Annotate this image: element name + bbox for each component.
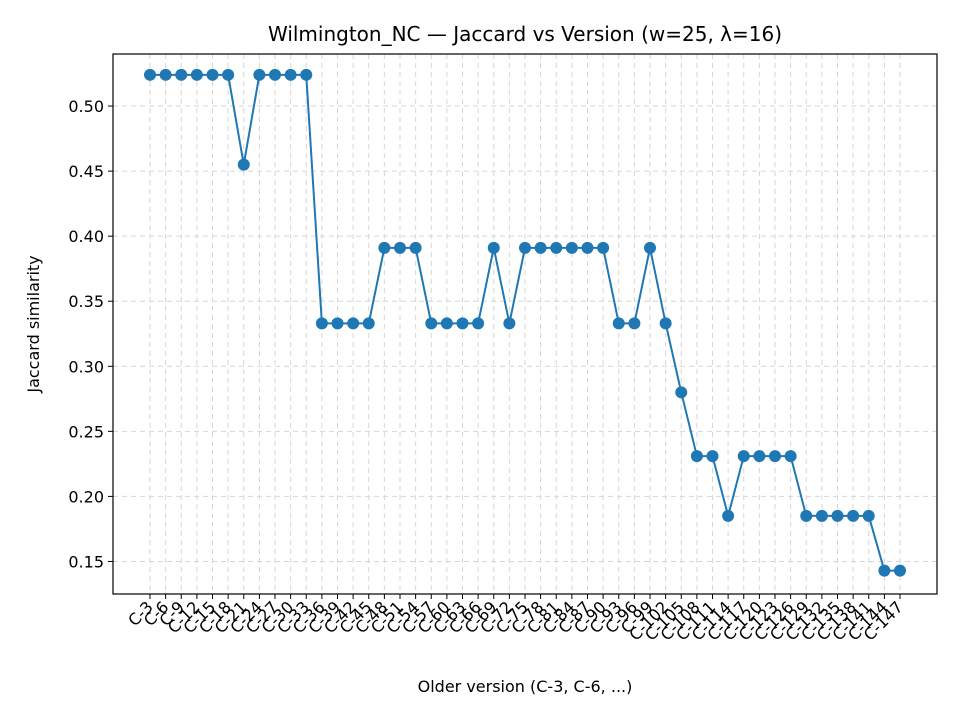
data-point: [831, 509, 844, 522]
y-tick-label: 0.25: [68, 422, 104, 441]
y-axis: 0.15 0.20 0.25 0.30 0.35 0.40 0.45 0.50: [68, 97, 113, 571]
data-point: [409, 241, 422, 254]
data-point: [394, 241, 406, 254]
data-point: [503, 317, 516, 330]
data-point: [456, 317, 469, 330]
data-point: [878, 564, 891, 577]
y-tick-label: 0.35: [68, 292, 104, 311]
data-point: [347, 317, 360, 330]
data-point: [534, 241, 547, 254]
data-point: [440, 317, 453, 330]
data-point: [253, 68, 266, 81]
data-point: [222, 68, 235, 81]
y-tick-label: 0.15: [68, 552, 104, 571]
data-point: [815, 509, 828, 522]
data-point: [706, 450, 719, 463]
data-point: [206, 68, 219, 81]
data-point: [847, 509, 860, 522]
data-point: [159, 68, 172, 81]
data-point: [862, 509, 875, 522]
data-point: [472, 317, 485, 330]
data-point: [362, 317, 375, 330]
data-point: [690, 450, 703, 463]
data-point: [675, 386, 688, 399]
data-point: [784, 450, 797, 463]
data-point: [550, 241, 563, 254]
data-point: [769, 450, 781, 463]
data-point: [722, 509, 735, 522]
data-point: [644, 241, 656, 254]
data-point: [737, 450, 750, 463]
data-point: [315, 317, 328, 330]
chart-title: Wilmington_NC — Jaccard vs Version (w=25…: [268, 22, 782, 46]
data-point: [597, 241, 610, 254]
data-point: [800, 509, 813, 522]
data-point: [425, 317, 438, 330]
data-point: [581, 241, 594, 254]
y-tick-label: 0.30: [68, 357, 104, 376]
x-axis-label: Older version (C-3, C-6, ...): [418, 677, 633, 696]
data-point: [300, 68, 313, 81]
y-tick-label: 0.50: [68, 97, 104, 116]
data-point: [894, 564, 906, 577]
data-point: [565, 241, 578, 254]
y-tick-label: 0.45: [68, 162, 104, 181]
data-point: [659, 317, 672, 330]
grid: [113, 54, 937, 594]
data-point: [175, 68, 188, 81]
data-point: [628, 317, 641, 330]
data-point: [378, 241, 391, 254]
data-point: [144, 68, 156, 81]
data-point: [284, 68, 297, 81]
y-axis-label: Jaccard similarity: [24, 255, 43, 393]
data-point: [331, 317, 344, 330]
data-point: [190, 68, 203, 81]
y-tick-label: 0.20: [68, 487, 104, 506]
data-point: [269, 68, 281, 81]
data-point: [753, 450, 766, 463]
data-point: [612, 317, 625, 330]
x-axis: C-3C-6C-9C-12C-15C-18C-21C-24C-27C-30C-3…: [124, 594, 907, 644]
series: [144, 68, 906, 577]
y-tick-label: 0.40: [68, 227, 104, 246]
data-point: [519, 241, 531, 254]
data-point: [237, 158, 250, 171]
data-point: [487, 241, 500, 254]
